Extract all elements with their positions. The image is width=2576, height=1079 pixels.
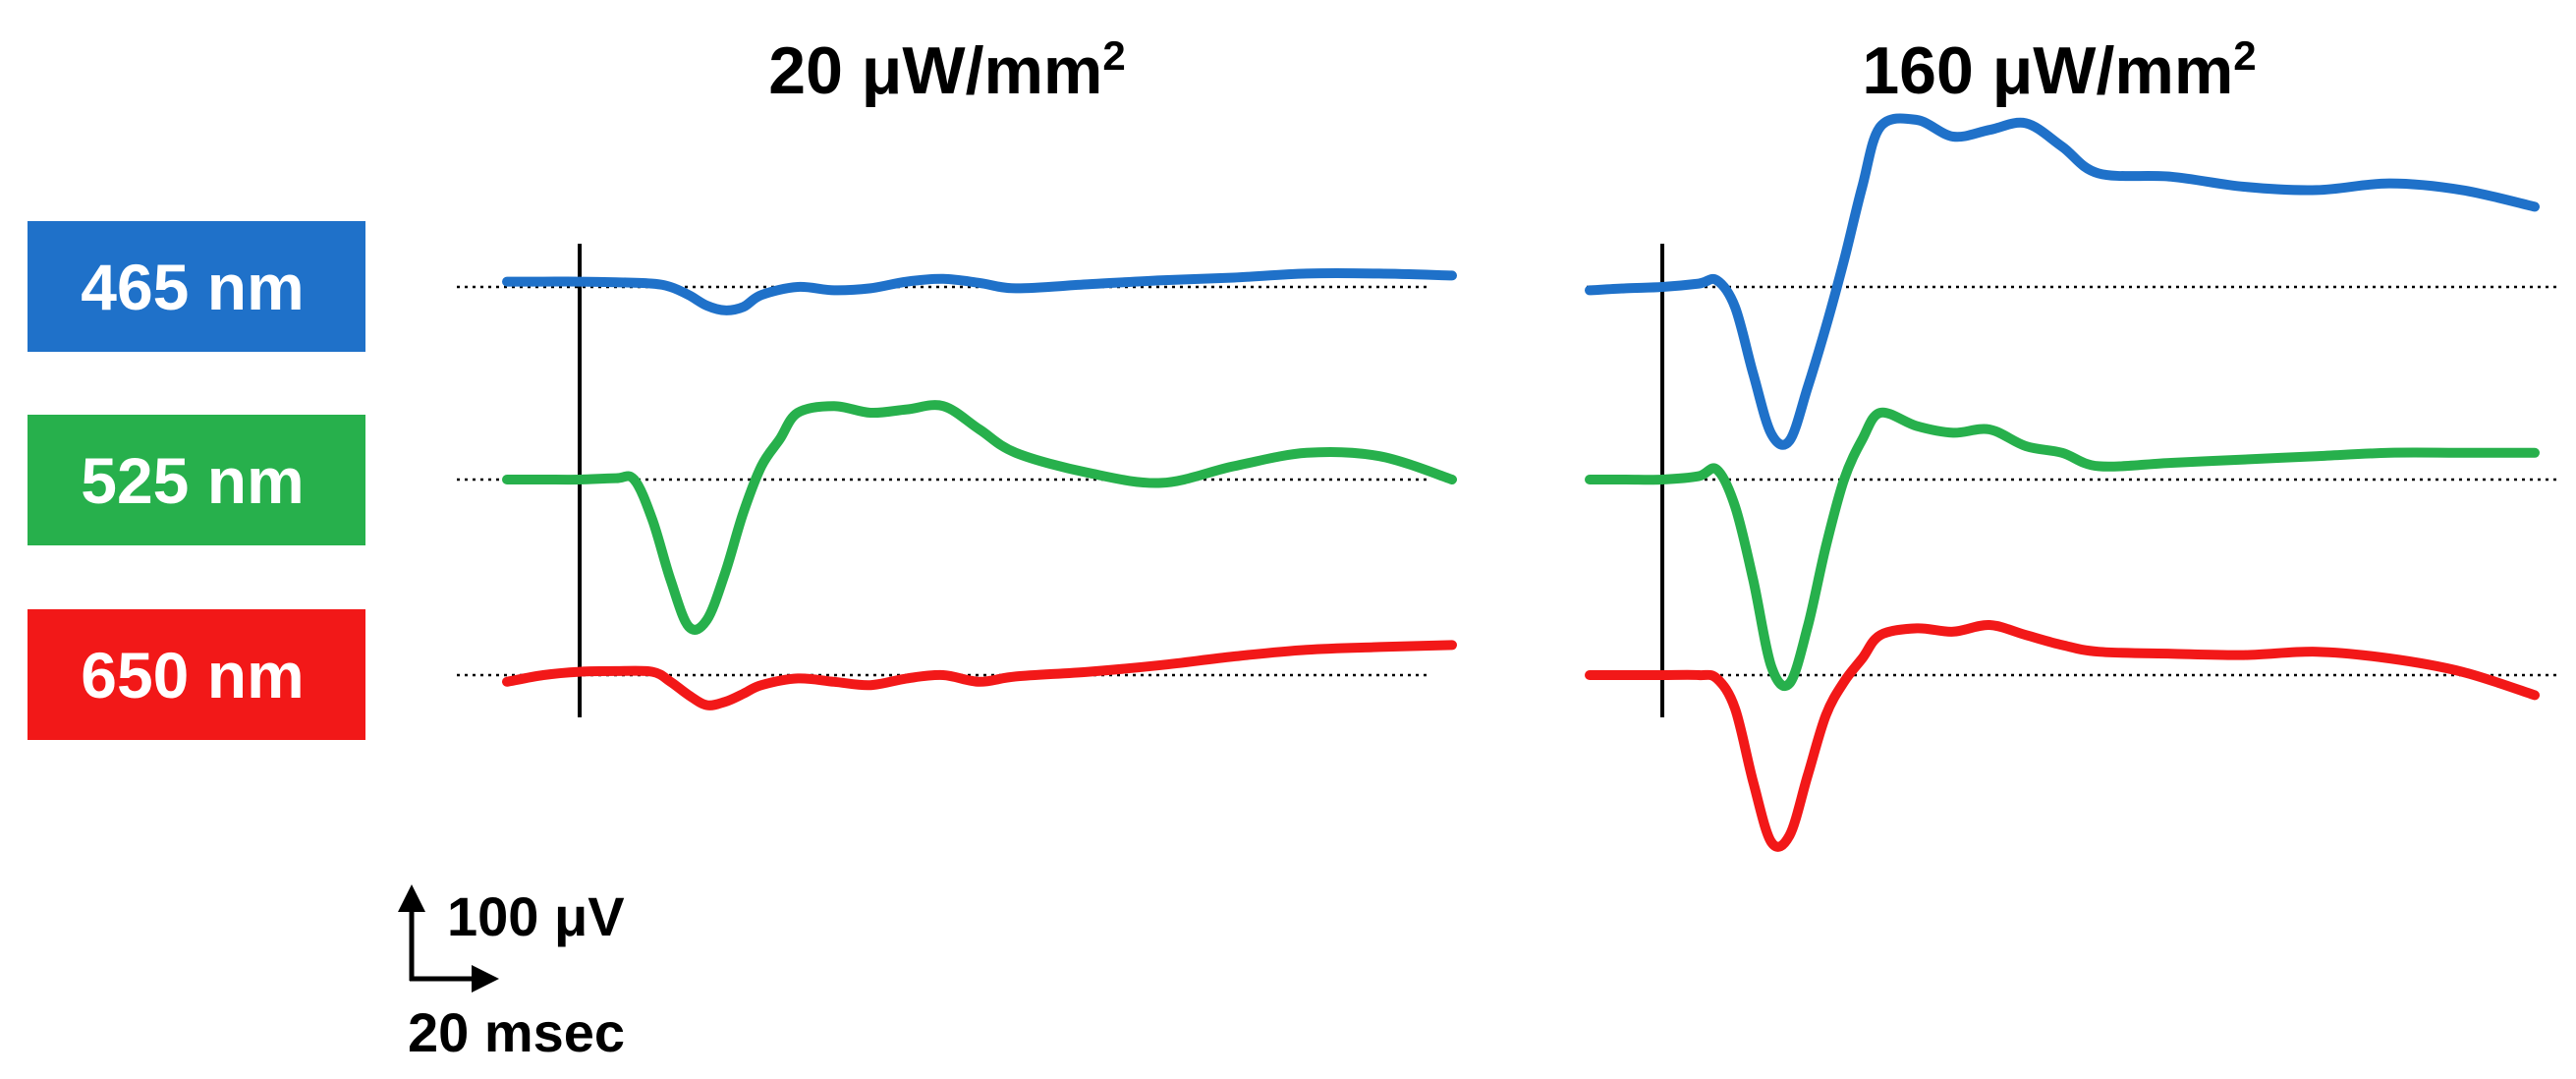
legend-650-label: 650 nm xyxy=(81,639,304,711)
trace-465nm-20uw xyxy=(502,268,1457,315)
legend-465: 465 nm xyxy=(28,221,365,352)
legend-465-label: 465 nm xyxy=(81,251,304,323)
panel-title-160: 160 μW/mm2 xyxy=(1862,32,2256,108)
legend-525-label: 525 nm xyxy=(81,444,304,517)
panel-title-20-main: 20 μW/mm xyxy=(768,33,1102,108)
legend-465-swatch xyxy=(28,221,365,352)
legend-650: 650 nm xyxy=(28,609,365,740)
trace-525nm-160uw xyxy=(1585,407,2540,692)
panel-title-20-sup: 2 xyxy=(1102,32,1125,79)
trace-650nm-160uw xyxy=(1585,619,2540,852)
scale-bar-up-arrow xyxy=(398,884,425,912)
scale-bar-time-label: 20 msec xyxy=(408,1001,625,1063)
panel-title-160-main: 160 μW/mm xyxy=(1862,33,2233,108)
legend-525-swatch xyxy=(28,415,365,545)
scale-bar-right-arrow xyxy=(472,965,499,993)
scale-bar: 100 μV 20 msec xyxy=(398,884,625,1063)
trace-525nm-20uw xyxy=(502,400,1457,635)
trace-465nm-160uw xyxy=(1585,113,2540,450)
panel-title-20: 20 μW/mm2 xyxy=(768,32,1126,108)
legend-650-swatch xyxy=(28,609,365,740)
scale-bar-amplitude-label: 100 μV xyxy=(447,885,625,947)
legend-525: 525 nm xyxy=(28,415,365,545)
trace-650nm-20uw xyxy=(502,640,1457,710)
traces-group xyxy=(502,113,2540,852)
panel-title-160-sup: 2 xyxy=(2233,32,2256,79)
